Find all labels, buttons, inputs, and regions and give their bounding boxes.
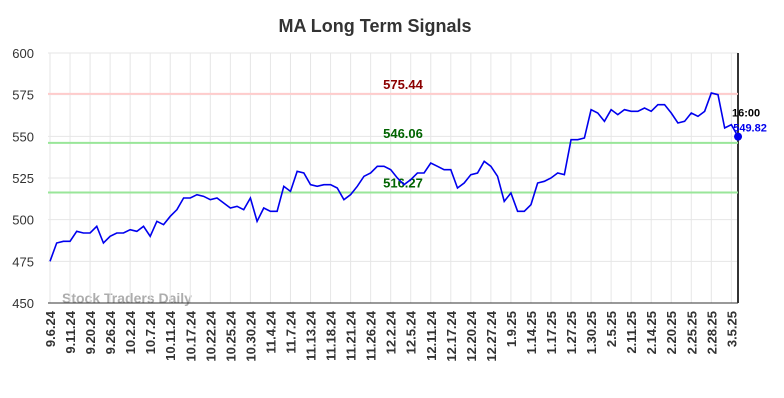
reference-label: 575.44 bbox=[383, 77, 424, 92]
x-tick-label: 2.20.25 bbox=[664, 311, 679, 354]
x-tick-label: 10.17.24 bbox=[183, 310, 198, 361]
x-tick-label: 9.26.24 bbox=[103, 310, 118, 354]
chart-title: MA Long Term Signals bbox=[278, 16, 471, 36]
x-tick-label: 2.5.25 bbox=[604, 311, 619, 347]
x-tick-label: 11.4.24 bbox=[263, 310, 278, 353]
x-tick-label: 1.14.25 bbox=[524, 311, 539, 354]
x-tick-label: 1.9.25 bbox=[504, 311, 519, 347]
x-tick-label: 3.5.25 bbox=[724, 311, 739, 347]
x-tick-label: 10.11.24 bbox=[163, 310, 178, 361]
x-tick-label: 9.6.24 bbox=[43, 310, 58, 347]
x-tick-label: 1.30.25 bbox=[584, 311, 599, 354]
x-tick-label: 11.18.24 bbox=[324, 310, 339, 361]
x-tick-label: 11.26.24 bbox=[364, 310, 379, 361]
x-tick-label: 12.11.24 bbox=[424, 310, 439, 361]
x-tick-label: 12.17.24 bbox=[444, 310, 459, 361]
watermark: Stock Traders Daily bbox=[62, 290, 192, 306]
y-tick-label: 450 bbox=[12, 296, 34, 311]
y-tick-label: 475 bbox=[12, 254, 34, 269]
y-tick-label: 500 bbox=[12, 213, 34, 228]
y-tick-label: 550 bbox=[12, 129, 34, 144]
x-tick-label: 2.11.25 bbox=[624, 311, 639, 354]
last-time-label: 16:00 bbox=[732, 108, 760, 120]
x-tick-label: 11.21.24 bbox=[344, 310, 359, 361]
price-line bbox=[49, 92, 739, 262]
x-tick-label: 10.30.24 bbox=[243, 310, 258, 361]
x-tick-label: 9.20.24 bbox=[83, 310, 98, 354]
last-point bbox=[734, 132, 743, 141]
y-tick-label: 575 bbox=[12, 88, 34, 103]
x-tick-label: 1.27.25 bbox=[564, 311, 579, 354]
x-tick-label: 9.11.24 bbox=[63, 310, 78, 353]
x-tick-label: 12.2.24 bbox=[384, 310, 399, 354]
x-tick-label: 10.7.24 bbox=[143, 310, 158, 354]
x-tick-label: 12.5.24 bbox=[404, 310, 419, 354]
x-tick-label: 2.25.25 bbox=[684, 311, 699, 354]
last-value-label: 549.82 bbox=[733, 123, 767, 135]
x-tick-label: 11.7.24 bbox=[283, 310, 298, 353]
x-tick-label: 2.14.25 bbox=[644, 311, 659, 354]
y-tick-label: 525 bbox=[12, 171, 34, 186]
x-tick-label: 10.2.24 bbox=[123, 310, 138, 354]
x-tick-label: 2.28.25 bbox=[704, 311, 719, 354]
x-tick-label: 11.13.24 bbox=[304, 310, 319, 361]
x-tick-label: 10.25.24 bbox=[223, 310, 238, 361]
y-tick-label: 600 bbox=[12, 46, 34, 61]
reference-label: 546.06 bbox=[383, 126, 423, 141]
x-tick-label: 12.20.24 bbox=[464, 310, 479, 361]
x-tick-label: 12.27.24 bbox=[484, 310, 499, 361]
x-tick-label: 1.17.25 bbox=[544, 311, 559, 354]
x-tick-label: 10.22.24 bbox=[203, 310, 218, 361]
